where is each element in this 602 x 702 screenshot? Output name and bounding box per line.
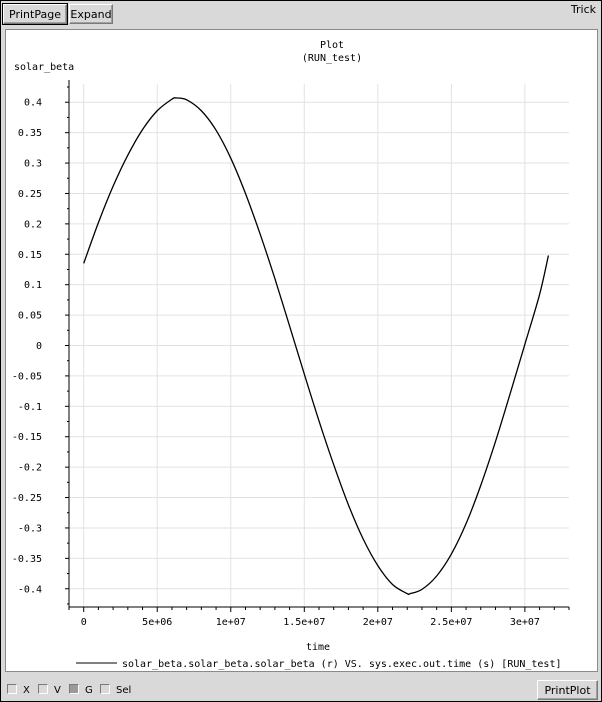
series-line-solar-beta (83, 97, 550, 596)
print-plot-button[interactable]: PrintPlot (537, 680, 598, 700)
sel-checkbox-box[interactable] (100, 684, 110, 694)
y-tick-label: 0.4 (24, 98, 42, 109)
y-tick-label: 0.2 (24, 219, 42, 230)
v-checkbox-box[interactable] (38, 684, 48, 694)
y-tick-label: -0.3 (18, 523, 42, 534)
y-tick-label: 0 (36, 341, 42, 352)
y-tick-label: 0.35 (18, 128, 42, 139)
y-tick-label: -0.4 (18, 584, 42, 595)
chart-title: Plot (320, 40, 344, 51)
g-checkbox[interactable]: G (69, 684, 93, 696)
x-checkbox[interactable]: X (7, 684, 30, 696)
bottom-bar: X V G Sel PrintPlot (1, 675, 601, 701)
y-axis-label: solar_beta (14, 62, 74, 73)
y-tick-label: 0.25 (18, 189, 42, 200)
axes: 0.4 0.35 0.3 0.25 0.2 0.15 0.1 0.05 0 -0.05 -0.1 -0… (12, 80, 570, 628)
y-tick-label: 0.15 (18, 250, 42, 261)
x-tick-label: 5e+06 (142, 617, 172, 628)
x-tick-label: 1e+07 (216, 617, 246, 628)
x-axis-label: time (306, 642, 330, 653)
expand-button[interactable]: Expand (69, 4, 113, 24)
x-tick-label: 3e+07 (510, 617, 540, 628)
grid-lines (69, 84, 569, 607)
g-checkbox-label: G (85, 685, 93, 696)
x-tick-label: 2e+07 (363, 617, 393, 628)
line-chart: Plot (RUN_test) solar_beta time 0.40.350… (12, 40, 570, 670)
toolbar: PrintPage Expand Trick (1, 1, 601, 27)
y-tick-label: 0.1 (24, 280, 42, 291)
print-page-button[interactable]: PrintPage (2, 3, 68, 25)
y-tick-label: -0.15 (12, 432, 42, 443)
series-group (83, 97, 550, 596)
y-tick-label: -0.05 (12, 371, 42, 382)
y-tick-label: -0.25 (12, 493, 42, 504)
sel-checkbox[interactable]: Sel (100, 684, 131, 696)
app-name-label: Trick (570, 3, 596, 16)
v-checkbox[interactable]: V (38, 684, 61, 696)
sel-checkbox-label: Sel (116, 685, 132, 696)
x-tick-label: 2.5e+07 (430, 617, 472, 628)
g-checkbox-box[interactable] (69, 684, 79, 694)
legend-label: solar_beta.solar_beta.solar_beta (r) VS.… (122, 659, 562, 670)
x-checkbox-label: X (23, 685, 30, 696)
y-tick-label: -0.35 (12, 554, 42, 565)
legend: solar_beta.solar_beta.solar_beta (r) VS.… (76, 659, 562, 670)
v-checkbox-label: V (54, 685, 61, 696)
y-tick-label: 0.05 (18, 311, 42, 322)
x-checkbox-box[interactable] (7, 684, 17, 694)
x-tick-label: 1.5e+07 (283, 617, 325, 628)
plot-area: Plot (RUN_test) solar_beta time 0.4 0.35 0… (5, 29, 598, 672)
y-tick-label: -0.2 (18, 463, 42, 474)
y-tick-label: -0.1 (18, 402, 42, 413)
x-tick-label: 0 (81, 617, 87, 628)
y-tick-label: 0.3 (24, 159, 42, 170)
chart-subtitle: (RUN_test) (302, 53, 362, 64)
